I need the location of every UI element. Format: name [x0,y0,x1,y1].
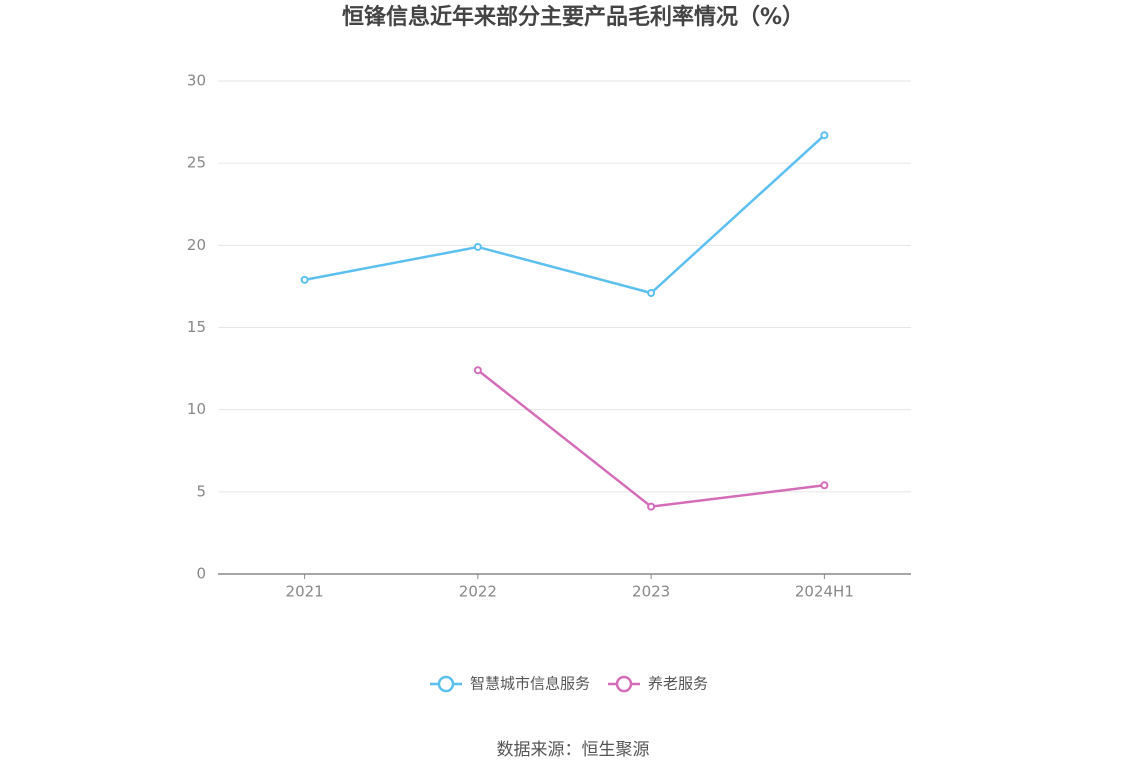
data-point [300,275,309,284]
y-tick-label: 25 [187,154,206,172]
data-point [473,242,482,251]
data-point [647,288,656,297]
data-point [473,366,482,375]
series-line [477,369,825,508]
y-tick-label: 5 [196,482,206,500]
x-tick-label: 2024H1 [795,583,854,601]
x-tick-label: 2021 [286,583,324,601]
y-tick-label: 10 [187,400,206,418]
legend-label: 智慧城市信息服务 [470,675,590,693]
legend-label: 养老服务 [648,675,708,693]
data-point [647,502,656,511]
y-tick-label: 20 [187,236,206,254]
y-tick-label: 15 [187,318,206,336]
y-tick-label: 30 [187,72,206,90]
source-note: 数据来源：恒生聚源 [497,740,650,760]
legend-marker [437,675,455,693]
y-tick-label: 0 [196,565,206,583]
legend-marker [615,675,633,693]
series-line [304,134,826,295]
x-tick-label: 2023 [632,583,670,601]
chart-title: 恒锋信息近年来部分主要产品毛利率情况（%） [342,4,804,30]
data-point [820,131,829,140]
data-point [820,481,829,490]
x-tick-label: 2022 [459,583,497,601]
